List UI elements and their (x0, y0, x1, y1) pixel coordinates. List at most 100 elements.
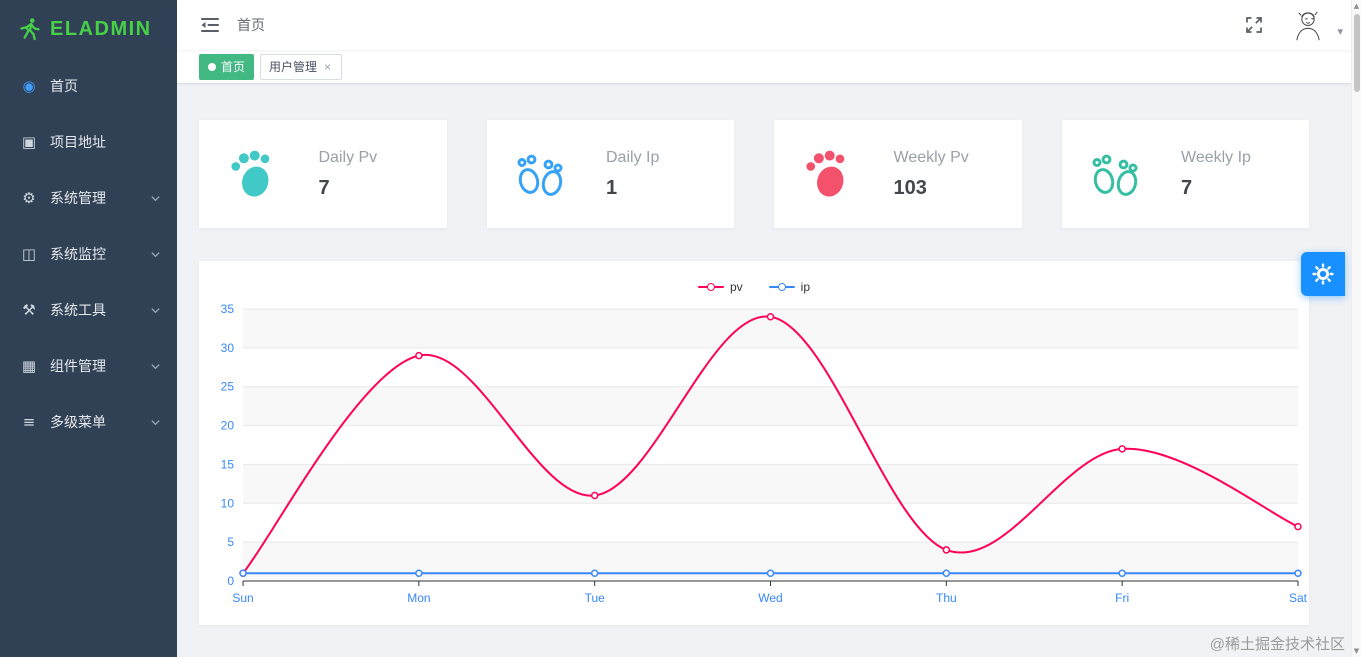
ip-series-marker (768, 282, 795, 292)
stat-value: 7 (318, 176, 330, 199)
stat-text: Weekly Pv 103 (894, 149, 980, 200)
svg-text:Tue: Tue (585, 591, 606, 605)
svg-text:Sat: Sat (1289, 591, 1308, 605)
stat-text: Daily Ip 1 (606, 149, 692, 200)
svg-text:5: 5 (227, 535, 234, 549)
sidebar-item-multi-level-menu[interactable]: ≡ 多级菜单 (0, 394, 177, 450)
svg-text:Wed: Wed (758, 591, 782, 605)
sidebar-item-home[interactable]: ◉ 首页 (0, 58, 177, 114)
svg-text:Sun: Sun (232, 591, 253, 605)
svg-text:10: 10 (221, 496, 235, 510)
sidebar: ELADMIN ◉ 首页 ▣ 项目地址 ⚙ 系统管理 ◫ 系统监控 ⚒ (0, 0, 177, 657)
project-link-icon: ▣ (21, 133, 37, 151)
chevron-down-icon (150, 361, 161, 372)
watermark: @稀土掘金技术社区 (1209, 636, 1345, 653)
sidebar-item-label: 首页 (50, 78, 78, 94)
close-icon[interactable]: × (324, 59, 332, 74)
sidebar-item-label: 系统工具 (50, 302, 106, 318)
sidebar-menu: ◉ 首页 ▣ 项目地址 ⚙ 系统管理 ◫ 系统监控 ⚒ 系统工具 (0, 58, 177, 450)
fullscreen-button[interactable] (1241, 12, 1267, 38)
chart-legend: pv ip (199, 273, 1309, 301)
scrollbar-thumb[interactable] (1353, 14, 1360, 92)
components-icon: ▦ (21, 357, 37, 375)
home-icon: ◉ (22, 77, 36, 95)
pv-ip-line-chart[interactable]: Sun Mon Tue Wed Thu Fri Sat 0 5 10 15 20 25 30 35 (199, 301, 1309, 617)
svg-text:20: 20 (221, 419, 235, 433)
sidebar-item-project[interactable]: ▣ 项目地址 (0, 114, 177, 170)
svg-text:30: 30 (221, 341, 235, 355)
footprints-pair-icon (513, 147, 567, 201)
menu-fold-icon (201, 18, 219, 32)
legend-label: pv (729, 280, 743, 294)
sidebar-item-system-tools[interactable]: ⚒ 系统工具 (0, 282, 177, 338)
stat-card-weekly-pv[interactable]: Weekly Pv 103 (774, 120, 1022, 228)
scrollbar[interactable]: ▲ ▼ (1351, 0, 1361, 657)
sidebar-item-system-monitor[interactable]: ◫ 系统监控 (0, 226, 177, 282)
tab-home[interactable]: 首页 (199, 53, 255, 80)
legend-label: ip (800, 280, 811, 294)
settings-fab-button[interactable] (1301, 252, 1345, 296)
tab-label: 首页 (221, 60, 246, 74)
scroll-up-arrow[interactable]: ▲ (1353, 2, 1360, 10)
navbar: 首页 (177, 0, 1361, 50)
stat-label: Daily Ip (606, 148, 660, 166)
svg-text:0: 0 (227, 574, 234, 588)
stat-card-weekly-ip[interactable]: Weekly Ip 7 (1061, 120, 1309, 228)
scroll-down-arrow[interactable]: ▼ (1353, 647, 1360, 655)
footprint-icon (800, 147, 854, 201)
main-area: 首页 (177, 0, 1361, 657)
legend-item-ip[interactable]: ip (768, 280, 811, 294)
legend-item-pv[interactable]: pv (697, 280, 743, 294)
tab-user-management[interactable]: 用户管理 × (260, 53, 343, 80)
gear-icon: ⚙ (22, 189, 36, 207)
avatar-sketch (1296, 11, 1321, 42)
sidebar-item-system-management[interactable]: ⚙ 系统管理 (0, 170, 177, 226)
stat-card-daily-ip[interactable]: Daily Ip 1 (486, 120, 734, 228)
tabs-bar: 首页 用户管理 × (177, 50, 1361, 84)
stat-value: 1 (606, 176, 618, 199)
stat-value: 103 (893, 176, 927, 199)
logo-link[interactable]: ELADMIN (0, 0, 177, 58)
footprint-icon (225, 147, 279, 201)
chart-card: pv ip Sun Mon Tue Wed Thu Fri Sat 0 5 10 15 20 25 30 3… (199, 261, 1309, 625)
footprints-pair-icon (1088, 147, 1142, 201)
chevron-down-icon (150, 417, 161, 428)
stat-label: Weekly Ip (1181, 148, 1251, 166)
gear-icon (1312, 263, 1334, 285)
multi-level-menu-icon: ≡ (22, 413, 36, 431)
fullscreen-icon (1246, 17, 1263, 33)
svg-text:35: 35 (221, 302, 235, 316)
stat-card-daily-pv[interactable]: Daily Pv 7 (199, 120, 447, 228)
breadcrumb-home[interactable]: 首页 (237, 17, 265, 33)
stat-label: Weekly Pv (893, 148, 969, 166)
stat-cards-row: Daily Pv 7 Daily Ip 1 (199, 120, 1309, 228)
stat-text: Weekly Ip 7 (1181, 149, 1267, 200)
sidebar-toggle-button[interactable] (197, 13, 223, 37)
svg-text:15: 15 (221, 457, 235, 471)
chevron-down-icon[interactable]: ▾ (1337, 24, 1343, 38)
chevron-down-icon (150, 305, 161, 316)
sidebar-item-label: 系统监控 (50, 246, 106, 262)
active-tab-dot (208, 62, 216, 71)
pv-series-marker (697, 282, 724, 292)
runner-logo-icon (20, 18, 40, 41)
sidebar-item-components[interactable]: ▦ 组件管理 (0, 338, 177, 394)
stat-value: 7 (1181, 176, 1193, 199)
stat-text: Daily Pv 7 (319, 149, 405, 200)
tab-label: 用户管理 (269, 60, 318, 74)
svg-text:Mon: Mon (407, 591, 430, 605)
svg-text:25: 25 (221, 380, 235, 394)
stat-label: Daily Pv (318, 148, 378, 166)
monitor-icon: ◫ (21, 245, 37, 263)
tools-icon: ⚒ (22, 301, 36, 319)
sidebar-item-label: 项目地址 (50, 134, 106, 150)
navbar-right: ▾ (1241, 6, 1343, 44)
svg-text:Thu: Thu (936, 591, 957, 605)
svg-text:Fri: Fri (1115, 591, 1129, 605)
dashboard-content: Daily Pv 7 Daily Ip 1 (177, 84, 1361, 657)
chevron-down-icon (150, 193, 161, 204)
logo-text: ELADMIN (50, 17, 152, 40)
sidebar-item-label: 多级菜单 (50, 414, 106, 430)
avatar[interactable] (1289, 6, 1328, 44)
